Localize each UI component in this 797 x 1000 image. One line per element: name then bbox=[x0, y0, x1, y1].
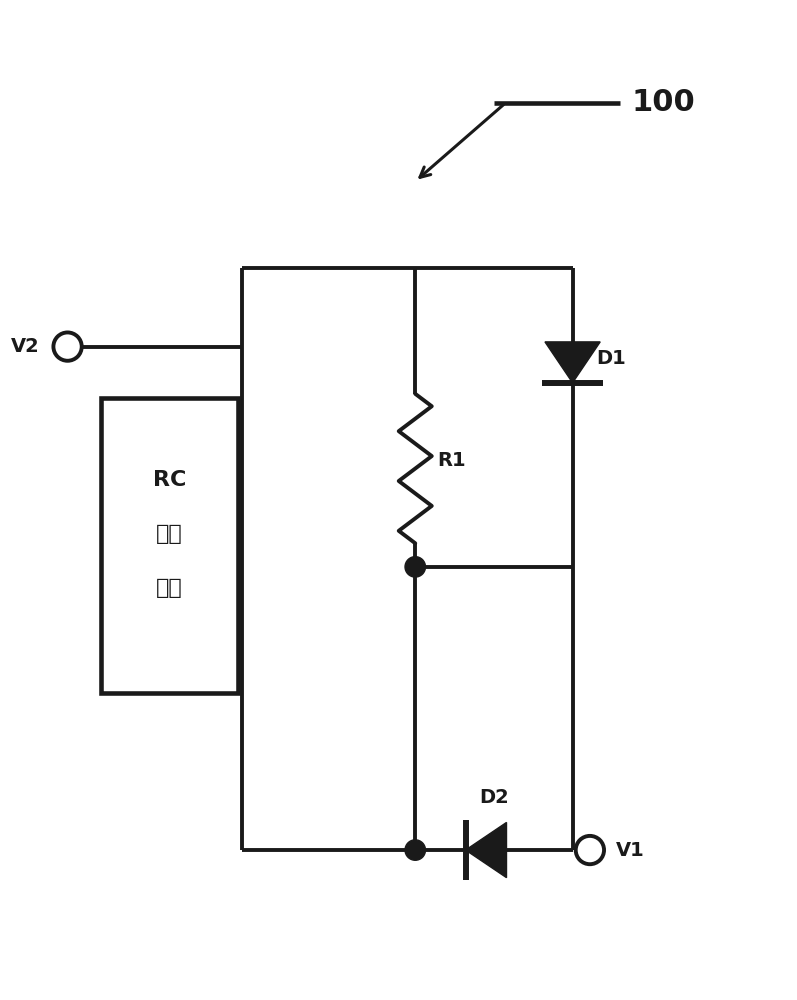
Text: V1: V1 bbox=[616, 841, 645, 860]
Circle shape bbox=[53, 332, 82, 361]
Text: V2: V2 bbox=[10, 337, 39, 356]
Circle shape bbox=[575, 836, 604, 864]
Text: 支路: 支路 bbox=[156, 578, 183, 598]
Circle shape bbox=[405, 557, 426, 577]
Text: D1: D1 bbox=[596, 349, 626, 368]
Text: 100: 100 bbox=[631, 88, 695, 117]
Polygon shape bbox=[465, 822, 507, 878]
Text: 串联: 串联 bbox=[156, 524, 183, 544]
Text: D2: D2 bbox=[479, 788, 508, 807]
Polygon shape bbox=[545, 342, 600, 383]
Text: R1: R1 bbox=[438, 451, 466, 470]
Text: RC: RC bbox=[153, 470, 186, 490]
Circle shape bbox=[405, 840, 426, 860]
Bar bbox=[100, 398, 238, 693]
